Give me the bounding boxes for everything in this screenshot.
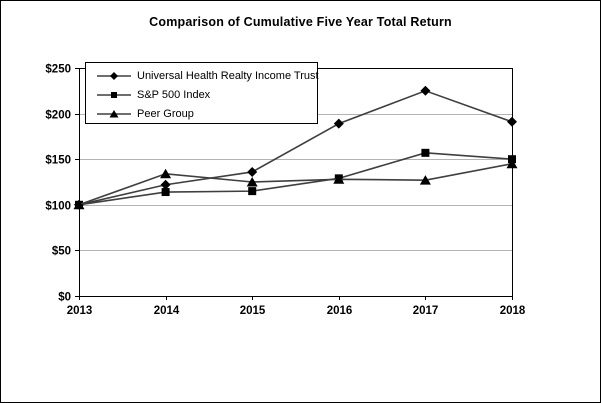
y-tick-label: $250 (45, 64, 71, 76)
triangle-marker-icon (97, 109, 131, 117)
triangle-marker-icon (160, 168, 172, 179)
y-tick-label: $200 (45, 110, 71, 122)
legend-label: Peer Group (137, 107, 194, 120)
series-triangle (73, 158, 518, 210)
legend: Universal Health Realty Income Trust S&P … (85, 62, 319, 124)
y-tick-label: $0 (58, 292, 71, 304)
x-tick-label: 2014 (154, 305, 180, 317)
diamond-marker-icon (333, 118, 344, 129)
square-marker-icon (421, 148, 430, 157)
chart-title: Comparison of Cumulative Five Year Total… (149, 15, 452, 29)
x-tick-label: 2017 (413, 305, 439, 317)
square-marker-icon (248, 187, 257, 196)
y-axis-labels: $0 $50 $100 $150 $200 $250 (45, 64, 71, 304)
series-square (75, 148, 516, 209)
triangle-marker-icon (333, 174, 345, 184)
square-marker-icon (111, 91, 117, 98)
square-marker-icon (161, 188, 170, 197)
triangle-marker-icon (246, 177, 258, 187)
triangle-marker-icon (109, 109, 119, 117)
y-tick-label: $150 (45, 155, 71, 167)
x-tick-label: 2018 (500, 305, 526, 317)
diamond-marker-icon (160, 179, 171, 190)
square-marker-icon (97, 91, 131, 98)
legend-item-2: Peer Group (96, 104, 317, 123)
diamond-marker-icon (507, 116, 517, 127)
x-tick-label: 2013 (67, 305, 93, 317)
diamond-marker-icon (97, 71, 131, 80)
x-tick-label: 2015 (240, 305, 266, 317)
triangle-marker-icon (419, 175, 431, 185)
diamond-marker-icon (110, 71, 118, 80)
diamond-marker-icon (247, 166, 258, 177)
diamond-marker-icon (420, 85, 431, 96)
y-tick-label: $50 (52, 246, 71, 258)
triangle-marker-icon (506, 158, 518, 169)
triangle-marker-icon (73, 199, 85, 210)
legend-label: S&P 500 Index (137, 88, 211, 101)
legend-item-1: S&P 500 Index (96, 85, 317, 104)
y-tick-label: $100 (45, 201, 71, 213)
legend-item-0: Universal Health Realty Income Trust (96, 66, 319, 85)
x-tick-label: 2016 (327, 305, 353, 317)
series-line (78, 152, 513, 206)
series-line (78, 89, 513, 206)
x-axis-labels: 2013 2014 2015 2016 2017 2018 (67, 296, 526, 317)
series-line (78, 162, 513, 206)
legend-label: Universal Health Realty Income Trust (137, 69, 319, 82)
